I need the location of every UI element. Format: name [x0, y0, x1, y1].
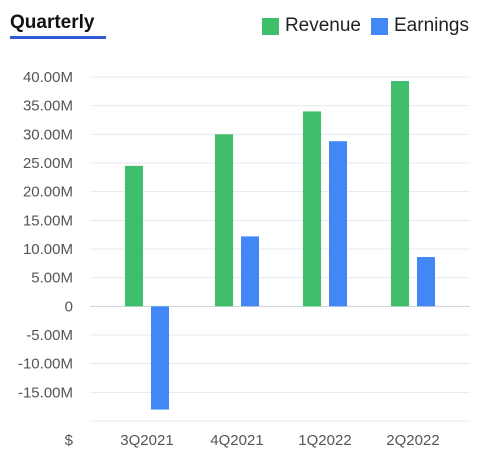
- grid-lines: [90, 76, 470, 422]
- bar-revenue-2Q2022: [391, 81, 409, 307]
- y-tick-label-10: -10.00M: [18, 356, 73, 373]
- y-tick-labels: 40.00M 35.00M 30.00M 25.00M 20.00M 15.00M 10.0…: [18, 69, 73, 401]
- y-tick-label-4: 20.00M: [23, 184, 73, 201]
- legend-swatch-revenue: [261, 17, 279, 35]
- y-tick-label-8: 0: [65, 298, 73, 315]
- x-tick-labels: 3Q2021 4Q2021 1Q2022 2Q2022 $: [65, 432, 440, 449]
- y-tick-label-3: 25.00M: [23, 155, 73, 172]
- bars: [125, 81, 435, 410]
- y-tick-label-0: 40.00M: [23, 69, 73, 86]
- y-tick-label-7: 5.00M: [31, 270, 73, 287]
- legend-label-revenue: Revenue: [284, 15, 361, 36]
- bar-earnings-2Q2022: [417, 257, 435, 307]
- legend-item-revenue[interactable]: Revenue: [261, 15, 361, 37]
- x-tick-label-2Q2022: 2Q2022: [386, 432, 439, 449]
- legend-label-earnings: Earnings: [394, 15, 469, 36]
- bar-revenue-4Q2021: [215, 134, 233, 307]
- active-tab-underline: [10, 36, 106, 39]
- bar-earnings-3Q2021: [151, 306, 169, 410]
- y-tick-label-5: 15.00M: [23, 212, 73, 229]
- y-tick-label-11: -15.00M: [18, 384, 73, 401]
- y-tick-label-2: 30.00M: [23, 126, 73, 143]
- x-tick-label-4Q2021: 4Q2021: [210, 432, 263, 449]
- bar-earnings-4Q2021: [241, 236, 259, 307]
- bar-earnings-1Q2022: [329, 141, 347, 307]
- legend-swatch-earnings: [371, 17, 388, 35]
- y-tick-label-6: 10.00M: [23, 241, 73, 258]
- x-tick-label-1Q2022: 1Q2022: [298, 432, 351, 449]
- bar-revenue-3Q2021: [125, 165, 143, 307]
- bar-revenue-1Q2022: [303, 111, 321, 307]
- legend-item-earnings[interactable]: Earnings: [371, 15, 469, 37]
- y-tick-label-1: 35.00M: [23, 98, 73, 115]
- x-tick-label-3Q2021: 3Q2021: [120, 432, 173, 449]
- chart-legend: Revenue Earnings: [252, 15, 469, 37]
- x-axis-currency-label: $: [65, 432, 74, 449]
- y-tick-label-9: -5.00M: [26, 327, 73, 344]
- quarterly-tab[interactable]: Quarterly: [10, 12, 95, 33]
